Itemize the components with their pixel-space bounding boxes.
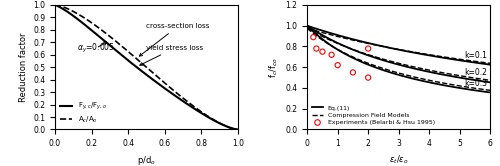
Point — [328, 53, 336, 56]
Text: k=0.3: k=0.3 — [464, 79, 487, 88]
Point — [312, 47, 320, 50]
Legend: Eq.(11), Compression Field Models, Experiments (Belarbi & Hsu 1995): Eq.(11), Compression Field Models, Exper… — [310, 104, 436, 126]
Point — [310, 36, 318, 39]
X-axis label: p/d$_o$: p/d$_o$ — [137, 154, 156, 166]
Point — [364, 76, 372, 79]
Text: k=0.2: k=0.2 — [464, 68, 487, 77]
Text: cross-section loss: cross-section loss — [140, 23, 210, 56]
Legend: F$_{y,c}$/F$_{y,o}$, A$_c$/A$_o$: F$_{y,c}$/F$_{y,o}$, A$_c$/A$_o$ — [58, 99, 108, 126]
Point — [364, 47, 372, 50]
Text: $\alpha_y$=0.005: $\alpha_y$=0.005 — [77, 42, 115, 55]
Text: yield stress loss: yield stress loss — [140, 45, 203, 65]
Text: k=0.1: k=0.1 — [464, 51, 487, 60]
Y-axis label: Reduction factor: Reduction factor — [18, 33, 28, 102]
Point — [334, 64, 342, 67]
X-axis label: $\varepsilon_t/\varepsilon_o$: $\varepsilon_t/\varepsilon_o$ — [388, 154, 408, 166]
Point — [318, 50, 326, 53]
Y-axis label: f$_c$/f$_{co}$: f$_c$/f$_{co}$ — [268, 57, 280, 78]
Point — [349, 71, 357, 74]
